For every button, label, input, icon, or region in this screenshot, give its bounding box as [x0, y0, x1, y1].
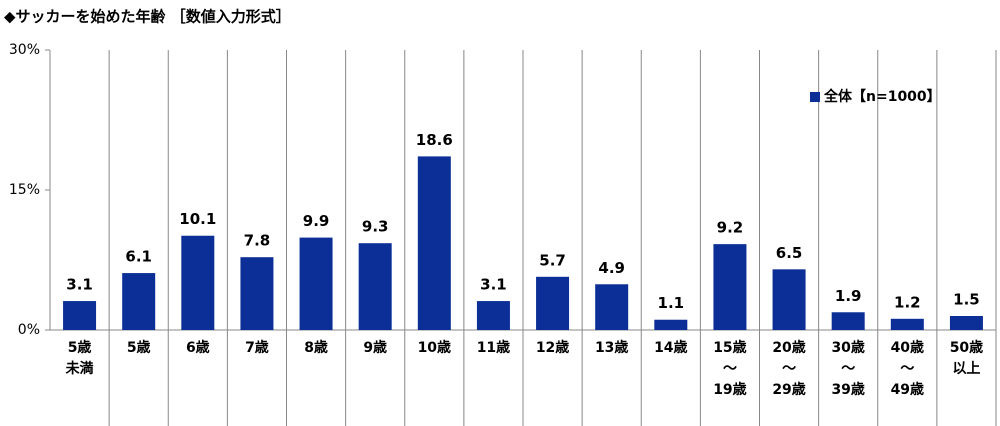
bar — [890, 318, 924, 330]
bar — [949, 316, 983, 330]
x-tick-label: 50歳 以上 — [949, 340, 984, 377]
value-label: 18.6 — [416, 131, 453, 149]
y-tick-label: 15% — [9, 182, 40, 198]
value-label: 1.5 — [953, 291, 980, 309]
x-tick-label: 30歳 ～ 39歳 — [831, 340, 865, 398]
value-label: 3.1 — [480, 276, 507, 294]
chart-title: ◆サッカーを始めた年齢 ［数値入力形式］ — [4, 8, 291, 26]
x-tick-label: 9歳 — [363, 340, 388, 356]
bar — [358, 243, 392, 330]
bar — [122, 273, 156, 330]
bar — [476, 301, 510, 330]
x-tick-label: 6歳 — [185, 340, 210, 356]
value-label: 9.2 — [717, 219, 744, 237]
legend-label: 全体【n=1000】 — [823, 88, 941, 105]
value-label: 3.1 — [66, 276, 93, 294]
bar — [181, 235, 215, 330]
legend-swatch — [810, 92, 820, 102]
value-label: 9.3 — [362, 218, 389, 236]
value-label: 5.7 — [539, 251, 566, 269]
bar — [240, 257, 274, 330]
y-tick-label: 0% — [18, 322, 40, 338]
value-label: 1.9 — [835, 287, 862, 305]
x-tick-label: 7歳 — [245, 340, 269, 356]
x-tick-label: 11歳 — [476, 340, 511, 356]
value-label: 6.1 — [125, 248, 152, 266]
value-label: 7.8 — [244, 232, 271, 250]
bar — [713, 244, 747, 330]
bar — [654, 319, 688, 330]
value-label: 10.1 — [179, 210, 216, 228]
x-tick-label: 8歳 — [304, 340, 328, 356]
x-tick-label: 14歳 — [654, 340, 688, 356]
bar — [63, 301, 97, 330]
bar — [831, 312, 865, 330]
x-tick-label: 10歳 — [417, 340, 452, 356]
x-tick-label: 5歳 未満 — [65, 340, 94, 377]
x-tick-label: 13歳 — [594, 340, 629, 356]
x-tick-label: 15歳 ～ 19歳 — [713, 340, 747, 398]
value-label: 1.2 — [894, 293, 921, 311]
x-tick-label: 5歳 — [126, 340, 151, 356]
x-tick-label: 12歳 — [535, 340, 570, 356]
value-label: 9.9 — [303, 212, 330, 230]
value-label: 6.5 — [776, 244, 803, 262]
y-tick-label: 30% — [9, 42, 40, 58]
x-tick-label: 20歳 ～ 29歳 — [772, 340, 806, 398]
bar — [417, 156, 451, 330]
value-label: 1.1 — [658, 294, 685, 312]
bar — [536, 276, 570, 330]
bar — [299, 237, 333, 330]
value-label: 4.9 — [598, 259, 625, 277]
x-tick-label: 40歳 ～ 49歳 — [890, 340, 925, 398]
bar — [772, 269, 806, 330]
bar — [595, 284, 629, 330]
